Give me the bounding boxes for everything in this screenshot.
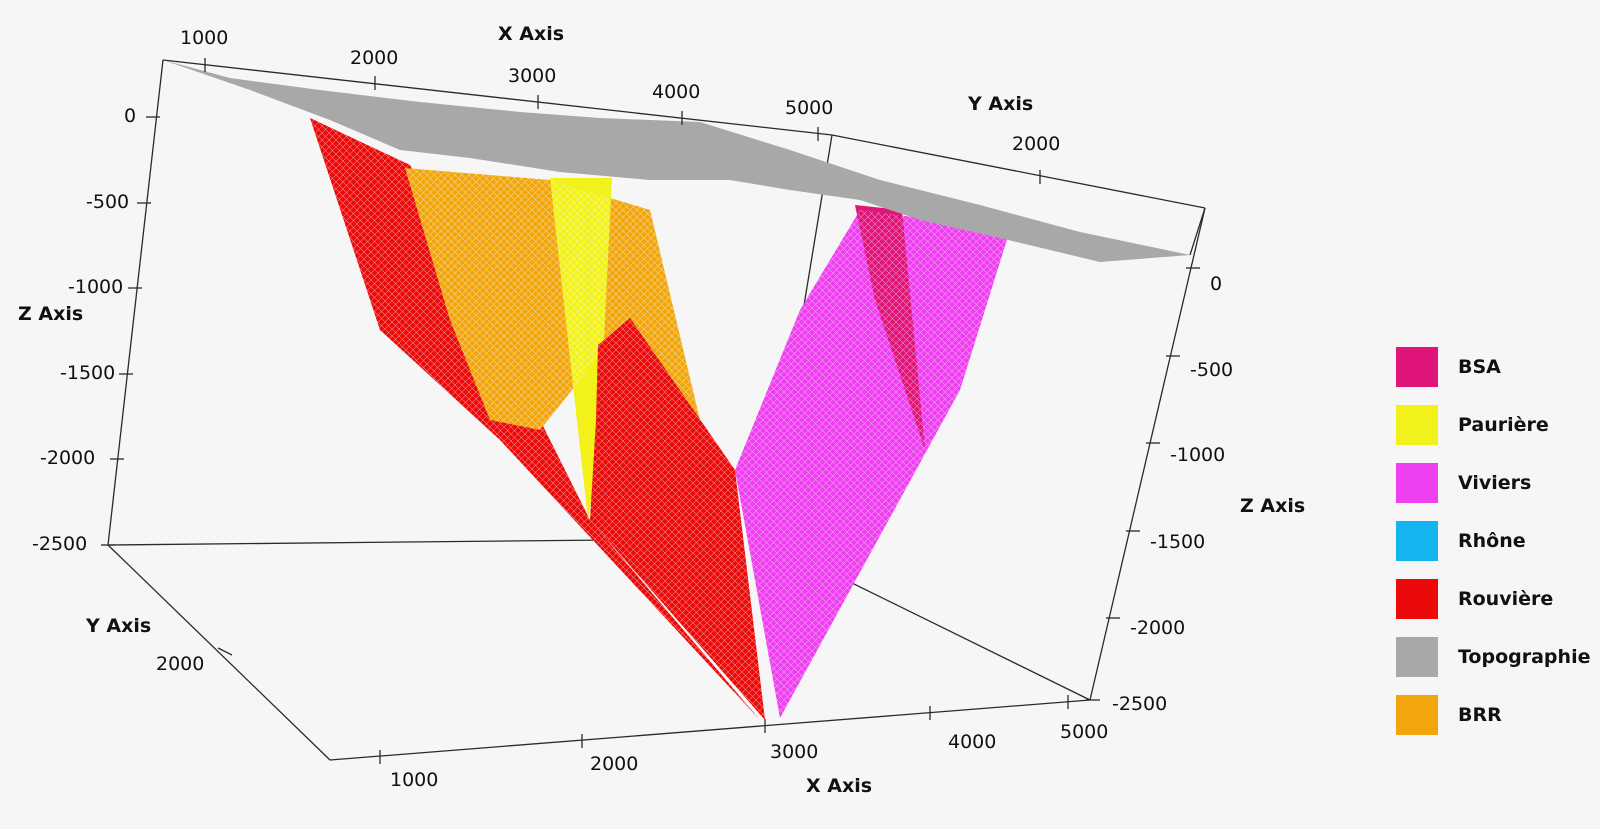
legend-item-brr: BRR	[1396, 694, 1596, 736]
legend-item-rouviere: Rouvière	[1396, 578, 1596, 620]
z-right-tick-label: 0	[1210, 273, 1222, 295]
frame-left-depth	[107, 544, 331, 761]
x-bottom-tick-label: 2000	[590, 753, 638, 775]
x-bottom-tick-label: 3000	[770, 741, 818, 763]
legend-item-pauriere: Paurière	[1396, 404, 1596, 446]
y-left-tick-2000	[217, 647, 233, 656]
z-left-tick-label: 0	[124, 105, 136, 127]
y-left-tick-label: 2000	[156, 653, 204, 675]
legend-swatch	[1396, 695, 1438, 735]
z-axis-title-left: Z Axis	[18, 303, 83, 325]
frame-left-vertical	[107, 59, 164, 546]
x-top-tick-label: 1000	[180, 27, 228, 49]
x-top-tick-label: 5000	[785, 97, 833, 119]
legend-swatch	[1396, 463, 1438, 503]
x-bottom-tick-label: 5000	[1060, 721, 1108, 743]
legend: BSA Paurière Viviers Rhône Rouvière Topo…	[1396, 346, 1596, 752]
frame-bottom-back	[107, 539, 611, 546]
legend-label: BRR	[1458, 704, 1502, 726]
z-left-tick-label: -1000	[68, 276, 123, 298]
legend-swatch	[1396, 637, 1438, 677]
x-top-tick-label: 2000	[350, 47, 398, 69]
x-axis-title-top: X Axis	[498, 23, 564, 45]
frame-right-top-edge	[1189, 207, 1206, 256]
legend-swatch	[1396, 347, 1438, 387]
legend-item-viviers: Viviers	[1396, 462, 1596, 504]
z-left-tick-label: -1500	[60, 362, 115, 384]
y-top-tick-label: 2000	[1012, 133, 1060, 155]
frame-bottom-front	[329, 699, 1091, 761]
z-left-tick-label: -2000	[40, 447, 95, 469]
z-right-tick-label: -2500	[1112, 693, 1167, 715]
legend-label: Paurière	[1458, 414, 1549, 436]
y-axis-title-top: Y Axis	[967, 93, 1033, 115]
geological-surfaces	[163, 60, 1190, 720]
z-right-tick-label: -500	[1190, 359, 1233, 381]
frame-top-front	[162, 59, 833, 136]
z-left-tick-label: -500	[86, 191, 129, 213]
z-right-tick-label: -2000	[1130, 617, 1185, 639]
legend-label: Rhône	[1458, 530, 1526, 552]
legend-label: BSA	[1458, 356, 1501, 378]
z-right-tick-label: -1500	[1150, 531, 1205, 553]
z-left-tick-label: -2500	[32, 533, 87, 555]
legend-item-rhone: Rhône	[1396, 520, 1596, 562]
x-top-tick-label: 4000	[652, 81, 700, 103]
x-top-tick-label: 3000	[508, 65, 556, 87]
legend-label: Topographie	[1458, 646, 1591, 668]
legend-item-bsa: BSA	[1396, 346, 1596, 388]
z-right-tick-label: -1000	[1170, 444, 1225, 466]
legend-label: Rouvière	[1458, 588, 1554, 610]
z-axis-title-right: Z Axis	[1240, 495, 1305, 517]
front-frame	[1189, 207, 1206, 256]
surface-topographie	[163, 60, 1190, 262]
y-axis-title-left: Y Axis	[85, 615, 151, 637]
x-axis-title-bottom: X Axis	[806, 775, 872, 797]
legend-label: Viviers	[1458, 472, 1532, 494]
frame-top-right	[831, 134, 1206, 209]
legend-item-topographie: Topographie	[1396, 636, 1596, 678]
x-bottom-tick-label: 4000	[948, 731, 996, 753]
x-bottom-tick-label: 1000	[390, 769, 438, 791]
legend-swatch	[1396, 521, 1438, 561]
legend-swatch	[1396, 405, 1438, 445]
tick-marks	[101, 58, 1200, 764]
legend-swatch	[1396, 579, 1438, 619]
surface-mesh-overlay	[310, 118, 1010, 720]
